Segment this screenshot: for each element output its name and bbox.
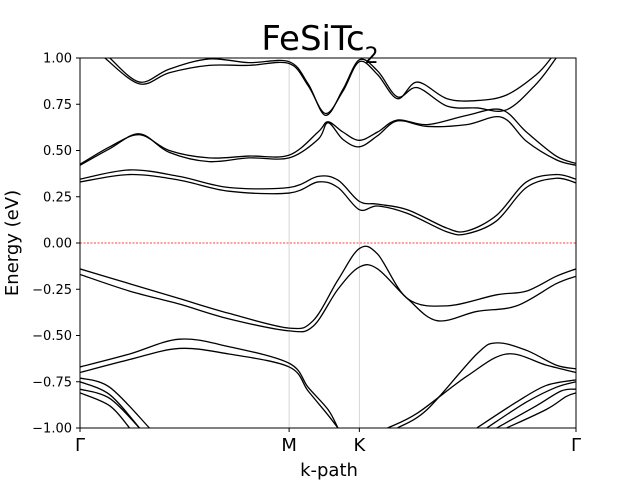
band-15 <box>476 379 576 428</box>
x-axis-label: k-path <box>300 460 358 480</box>
band-1 <box>80 116 576 166</box>
band-3 <box>80 173 576 236</box>
y-axis-label: Energy (eV) <box>2 190 23 296</box>
band-19 <box>104 58 552 115</box>
x-tick-label-3: Γ <box>571 435 581 456</box>
band-18 <box>506 392 576 428</box>
y-tick-label-5: 0.25 <box>43 190 72 205</box>
y-tick-label-0: −1.00 <box>32 422 72 437</box>
x-tick-label-1: M <box>281 435 297 456</box>
band-7 <box>80 338 339 428</box>
band-16 <box>486 381 576 428</box>
band-11 <box>80 377 150 428</box>
band-6 <box>80 264 576 333</box>
bands <box>80 58 576 428</box>
band-14 <box>80 392 131 428</box>
band-8 <box>80 347 339 428</box>
chart-title: FeSiTc2 <box>261 19 378 69</box>
y-ticks: −1.00 −0.75 −0.50 −0.25 0.00 0.25 0.50 0.75 1.00 <box>32 52 80 437</box>
x-tick-label-2: K <box>353 435 366 456</box>
y-tick-label-2: −0.50 <box>32 329 72 344</box>
y-tick-label-1: −0.75 <box>32 375 72 390</box>
y-tick-label-6: 0.50 <box>43 144 72 159</box>
x-tick-label-0: Γ <box>75 435 85 456</box>
y-tick-label-3: −0.25 <box>32 283 72 298</box>
band-12 <box>80 381 141 428</box>
y-tick-label-8: 1.00 <box>43 52 72 67</box>
band-4 <box>80 169 576 233</box>
band-5 <box>80 245 576 330</box>
y-tick-label-7: 0.75 <box>43 98 72 113</box>
band-20 <box>109 58 557 116</box>
band-17 <box>496 388 576 428</box>
band-2 <box>80 108 576 165</box>
y-tick-label-4: 0.00 <box>43 237 72 252</box>
band-13 <box>80 388 140 428</box>
band-10 <box>387 353 576 428</box>
band-9 <box>397 342 576 428</box>
